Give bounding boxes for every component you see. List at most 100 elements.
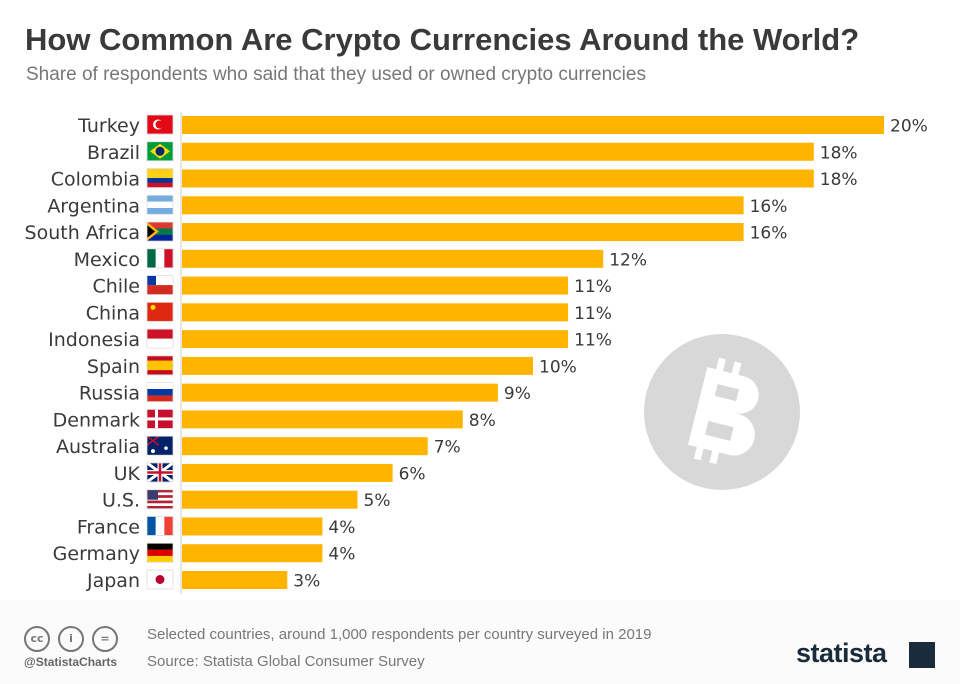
chart-title: How Common Are Crypto Currencies Around … bbox=[25, 22, 860, 57]
chile-flag-icon bbox=[146, 275, 174, 295]
value-label: 4% bbox=[328, 518, 355, 538]
bar[interactable] bbox=[182, 116, 884, 134]
value-label: 4% bbox=[328, 545, 355, 565]
bar[interactable] bbox=[182, 463, 393, 482]
brazil-flag-icon bbox=[146, 141, 174, 162]
bar-row: Denmark 8% bbox=[53, 409, 496, 431]
bar[interactable] bbox=[182, 249, 604, 268]
bar-row: France 4% bbox=[77, 516, 355, 538]
bar-row: Germany 4% bbox=[53, 542, 355, 565]
value-label: 16% bbox=[750, 197, 788, 217]
russia-flag-icon bbox=[146, 382, 174, 403]
bar-row: Australia 7% bbox=[56, 435, 461, 458]
bar[interactable] bbox=[182, 330, 569, 349]
category-label: Brazil bbox=[87, 142, 140, 164]
bar[interactable] bbox=[182, 544, 323, 563]
bar[interactable] bbox=[182, 196, 744, 215]
bar[interactable] bbox=[182, 490, 358, 509]
value-label: 16% bbox=[750, 224, 788, 244]
turkey-flag-icon bbox=[146, 114, 174, 135]
bar[interactable] bbox=[182, 437, 428, 456]
value-label: 18% bbox=[820, 143, 858, 163]
statista-logo-mark bbox=[909, 642, 935, 668]
category-label: Japan bbox=[86, 570, 140, 592]
bar-row: Colombia 18% bbox=[51, 168, 858, 191]
colombia-flag-icon bbox=[146, 168, 174, 188]
bar-chart: Turkey 20% Brazil 18% Colombia 18% Argentina 16… bbox=[25, 112, 928, 594]
bar-row: Russia 9% bbox=[79, 382, 531, 405]
bar-row: Spain 10% bbox=[87, 355, 577, 378]
bitcoin-icon bbox=[644, 334, 800, 490]
bar-row: U.S. 5% bbox=[102, 489, 391, 512]
bar[interactable] bbox=[182, 169, 814, 188]
bar[interactable] bbox=[182, 517, 323, 536]
category-label: U.S. bbox=[102, 490, 140, 512]
bar[interactable] bbox=[182, 276, 569, 295]
category-label: Denmark bbox=[53, 409, 140, 431]
category-label: Australia bbox=[56, 436, 140, 458]
category-label: Germany bbox=[53, 543, 140, 565]
us-flag-icon bbox=[146, 489, 174, 510]
value-label: 11% bbox=[574, 331, 612, 351]
bar-row: UK 6% bbox=[114, 461, 426, 485]
category-label: UK bbox=[114, 463, 141, 485]
cc-license-icon[interactable]: cc bbox=[24, 626, 50, 652]
bar[interactable] bbox=[182, 356, 533, 375]
bar-row: South Africa 16% bbox=[25, 221, 788, 244]
source: Source: Statista Global Consumer Survey bbox=[147, 653, 425, 670]
value-label: 3% bbox=[293, 572, 320, 592]
value-label: 10% bbox=[539, 357, 577, 377]
attribution-icon[interactable]: i bbox=[58, 626, 84, 652]
value-label: 12% bbox=[609, 250, 647, 270]
denmark-flag-icon bbox=[146, 409, 174, 429]
japan-flag-icon bbox=[146, 569, 174, 590]
bar-row: Chile 11% bbox=[92, 275, 612, 298]
bar[interactable] bbox=[182, 383, 498, 402]
value-label: 7% bbox=[434, 438, 461, 458]
statista-logo[interactable]: statista bbox=[796, 638, 887, 668]
bar-row: Argentina 16% bbox=[47, 194, 788, 217]
china-flag-icon bbox=[146, 301, 174, 322]
bar[interactable] bbox=[182, 142, 814, 161]
argentina-flag-icon bbox=[146, 194, 174, 215]
value-label: 9% bbox=[504, 384, 531, 404]
category-label: France bbox=[77, 516, 140, 538]
spain-flag-icon bbox=[146, 355, 174, 376]
category-label: Colombia bbox=[51, 169, 140, 191]
bar-row: China 11% bbox=[86, 301, 612, 324]
bar-row: Brazil 18% bbox=[87, 141, 858, 164]
value-label: 11% bbox=[574, 304, 612, 324]
category-label: China bbox=[86, 302, 140, 324]
value-label: 20% bbox=[890, 117, 928, 137]
bar[interactable] bbox=[182, 410, 463, 429]
value-label: 8% bbox=[469, 411, 496, 431]
category-label: Chile bbox=[92, 276, 140, 298]
bar-row: Mexico 12% bbox=[74, 248, 647, 271]
bar-row: Japan 3% bbox=[86, 569, 320, 592]
germany-flag-icon bbox=[146, 542, 174, 563]
bar[interactable] bbox=[182, 571, 288, 589]
australia-flag-icon bbox=[146, 435, 174, 456]
footnote: Selected countries, around 1,000 respond… bbox=[147, 626, 652, 643]
category-label: Indonesia bbox=[48, 329, 140, 351]
category-label: Turkey bbox=[77, 115, 140, 137]
value-label: 6% bbox=[399, 464, 426, 484]
footer: cc i = @StatistaCharts Selected countrie… bbox=[0, 600, 960, 684]
bar[interactable] bbox=[182, 303, 569, 322]
bar[interactable] bbox=[182, 223, 744, 242]
bar-row: Indonesia 11% bbox=[48, 328, 612, 351]
twitter-handle[interactable]: @StatistaCharts bbox=[24, 655, 118, 669]
value-label: 11% bbox=[574, 277, 612, 297]
value-label: 5% bbox=[364, 491, 391, 511]
value-label: 18% bbox=[820, 170, 858, 190]
uk-flag-icon bbox=[146, 461, 174, 484]
category-label: Russia bbox=[79, 383, 140, 405]
bar-row: Turkey 20% bbox=[77, 114, 928, 137]
category-label: South Africa bbox=[25, 222, 140, 244]
south-africa-flag-icon bbox=[146, 221, 174, 242]
france-flag-icon bbox=[146, 516, 174, 536]
category-label: Mexico bbox=[74, 249, 140, 271]
category-label: Spain bbox=[87, 356, 140, 378]
no-derivatives-icon[interactable]: = bbox=[92, 626, 118, 652]
